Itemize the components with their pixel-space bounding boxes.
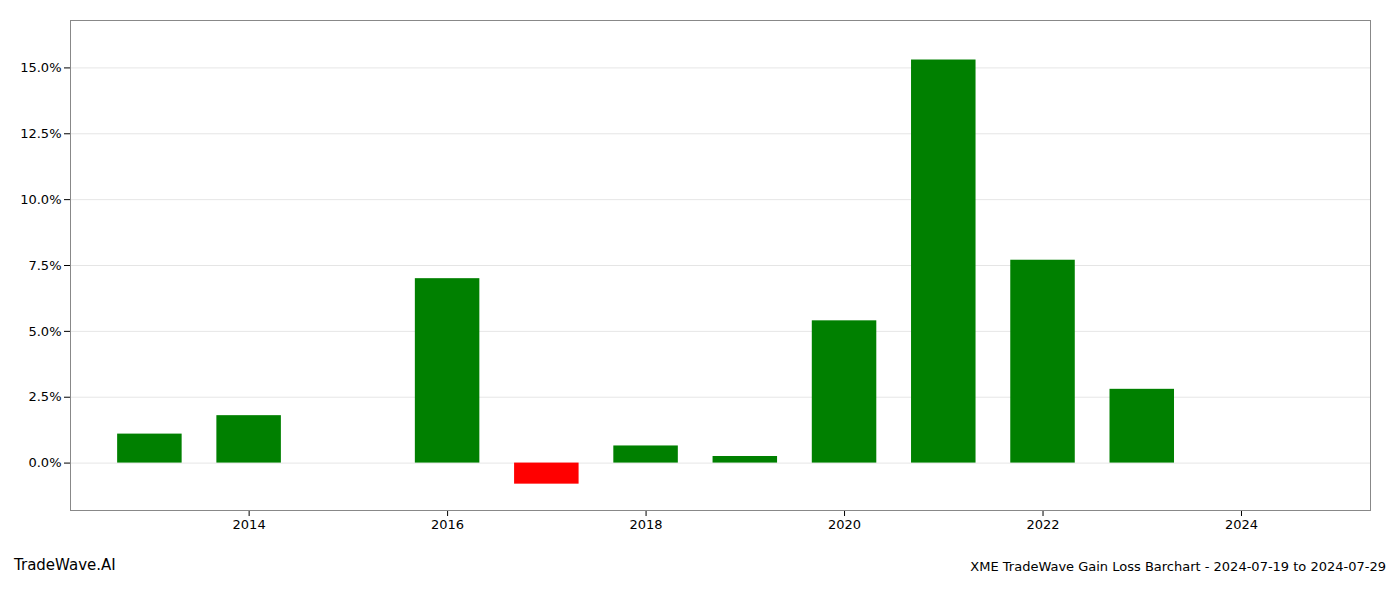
html-text:XME TradeWave Gain Loss Barcha: XME TradeWave Gain Loss Barchart - 2024-… xyxy=(970,559,1386,574)
svg-text:15.0%: 15.0% xyxy=(20,60,61,75)
svg-text:2014: 2014 xyxy=(233,517,266,532)
svg-text:12.5%: 12.5% xyxy=(20,126,61,141)
svg-text:7.5%: 7.5% xyxy=(28,258,61,273)
svg-text:0.0%: 0.0% xyxy=(28,455,61,470)
svg-text:2020: 2020 xyxy=(828,517,861,532)
svg-text:2016: 2016 xyxy=(431,517,464,532)
svg-text:2018: 2018 xyxy=(630,517,663,532)
svg-text:2.5%: 2.5% xyxy=(28,389,61,404)
svg-text:5.0%: 5.0% xyxy=(28,324,61,339)
svg-text:2024: 2024 xyxy=(1225,517,1258,532)
svg-text:10.0%: 10.0% xyxy=(20,192,61,207)
html-text:TradeWave.AI: TradeWave.AI xyxy=(14,556,116,574)
svg-text:2022: 2022 xyxy=(1026,517,1059,532)
